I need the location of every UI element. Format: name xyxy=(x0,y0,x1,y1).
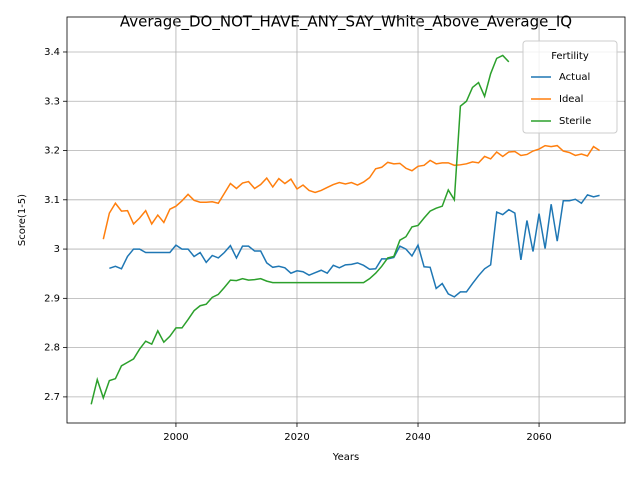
line-series xyxy=(109,193,600,298)
legend-label: Actual xyxy=(559,72,590,83)
legend-title: Fertility xyxy=(551,51,589,62)
y-tick-label: 2.7 xyxy=(44,392,60,403)
y-axis-label: Score(1-5) xyxy=(17,194,28,246)
line-series xyxy=(90,54,510,405)
y-tick-label: 2.8 xyxy=(44,343,60,354)
chart-title: Average_DO_NOT_HAVE_ANY_SAY_White_Above_… xyxy=(120,13,572,32)
plot-frame xyxy=(66,16,626,424)
x-tick-label: 2000 xyxy=(163,432,188,443)
x-tick-label: 2020 xyxy=(284,432,309,443)
y-tick-label: 3.2 xyxy=(44,146,60,157)
line-series xyxy=(102,144,600,240)
legend-box xyxy=(522,40,618,134)
y-tick-label: 3 xyxy=(54,244,60,255)
y-tick-label: 3.4 xyxy=(44,47,60,58)
y-tick-label: 3.1 xyxy=(44,195,60,206)
y-tick-label: 3.3 xyxy=(44,96,60,107)
x-axis-label: Years xyxy=(332,452,359,463)
y-tick-label: 2.9 xyxy=(44,293,60,304)
legend-label: Sterile xyxy=(559,116,591,127)
legend-label: Ideal xyxy=(559,94,583,105)
x-tick-label: 2060 xyxy=(526,432,551,443)
x-tick-label: 2040 xyxy=(405,432,430,443)
